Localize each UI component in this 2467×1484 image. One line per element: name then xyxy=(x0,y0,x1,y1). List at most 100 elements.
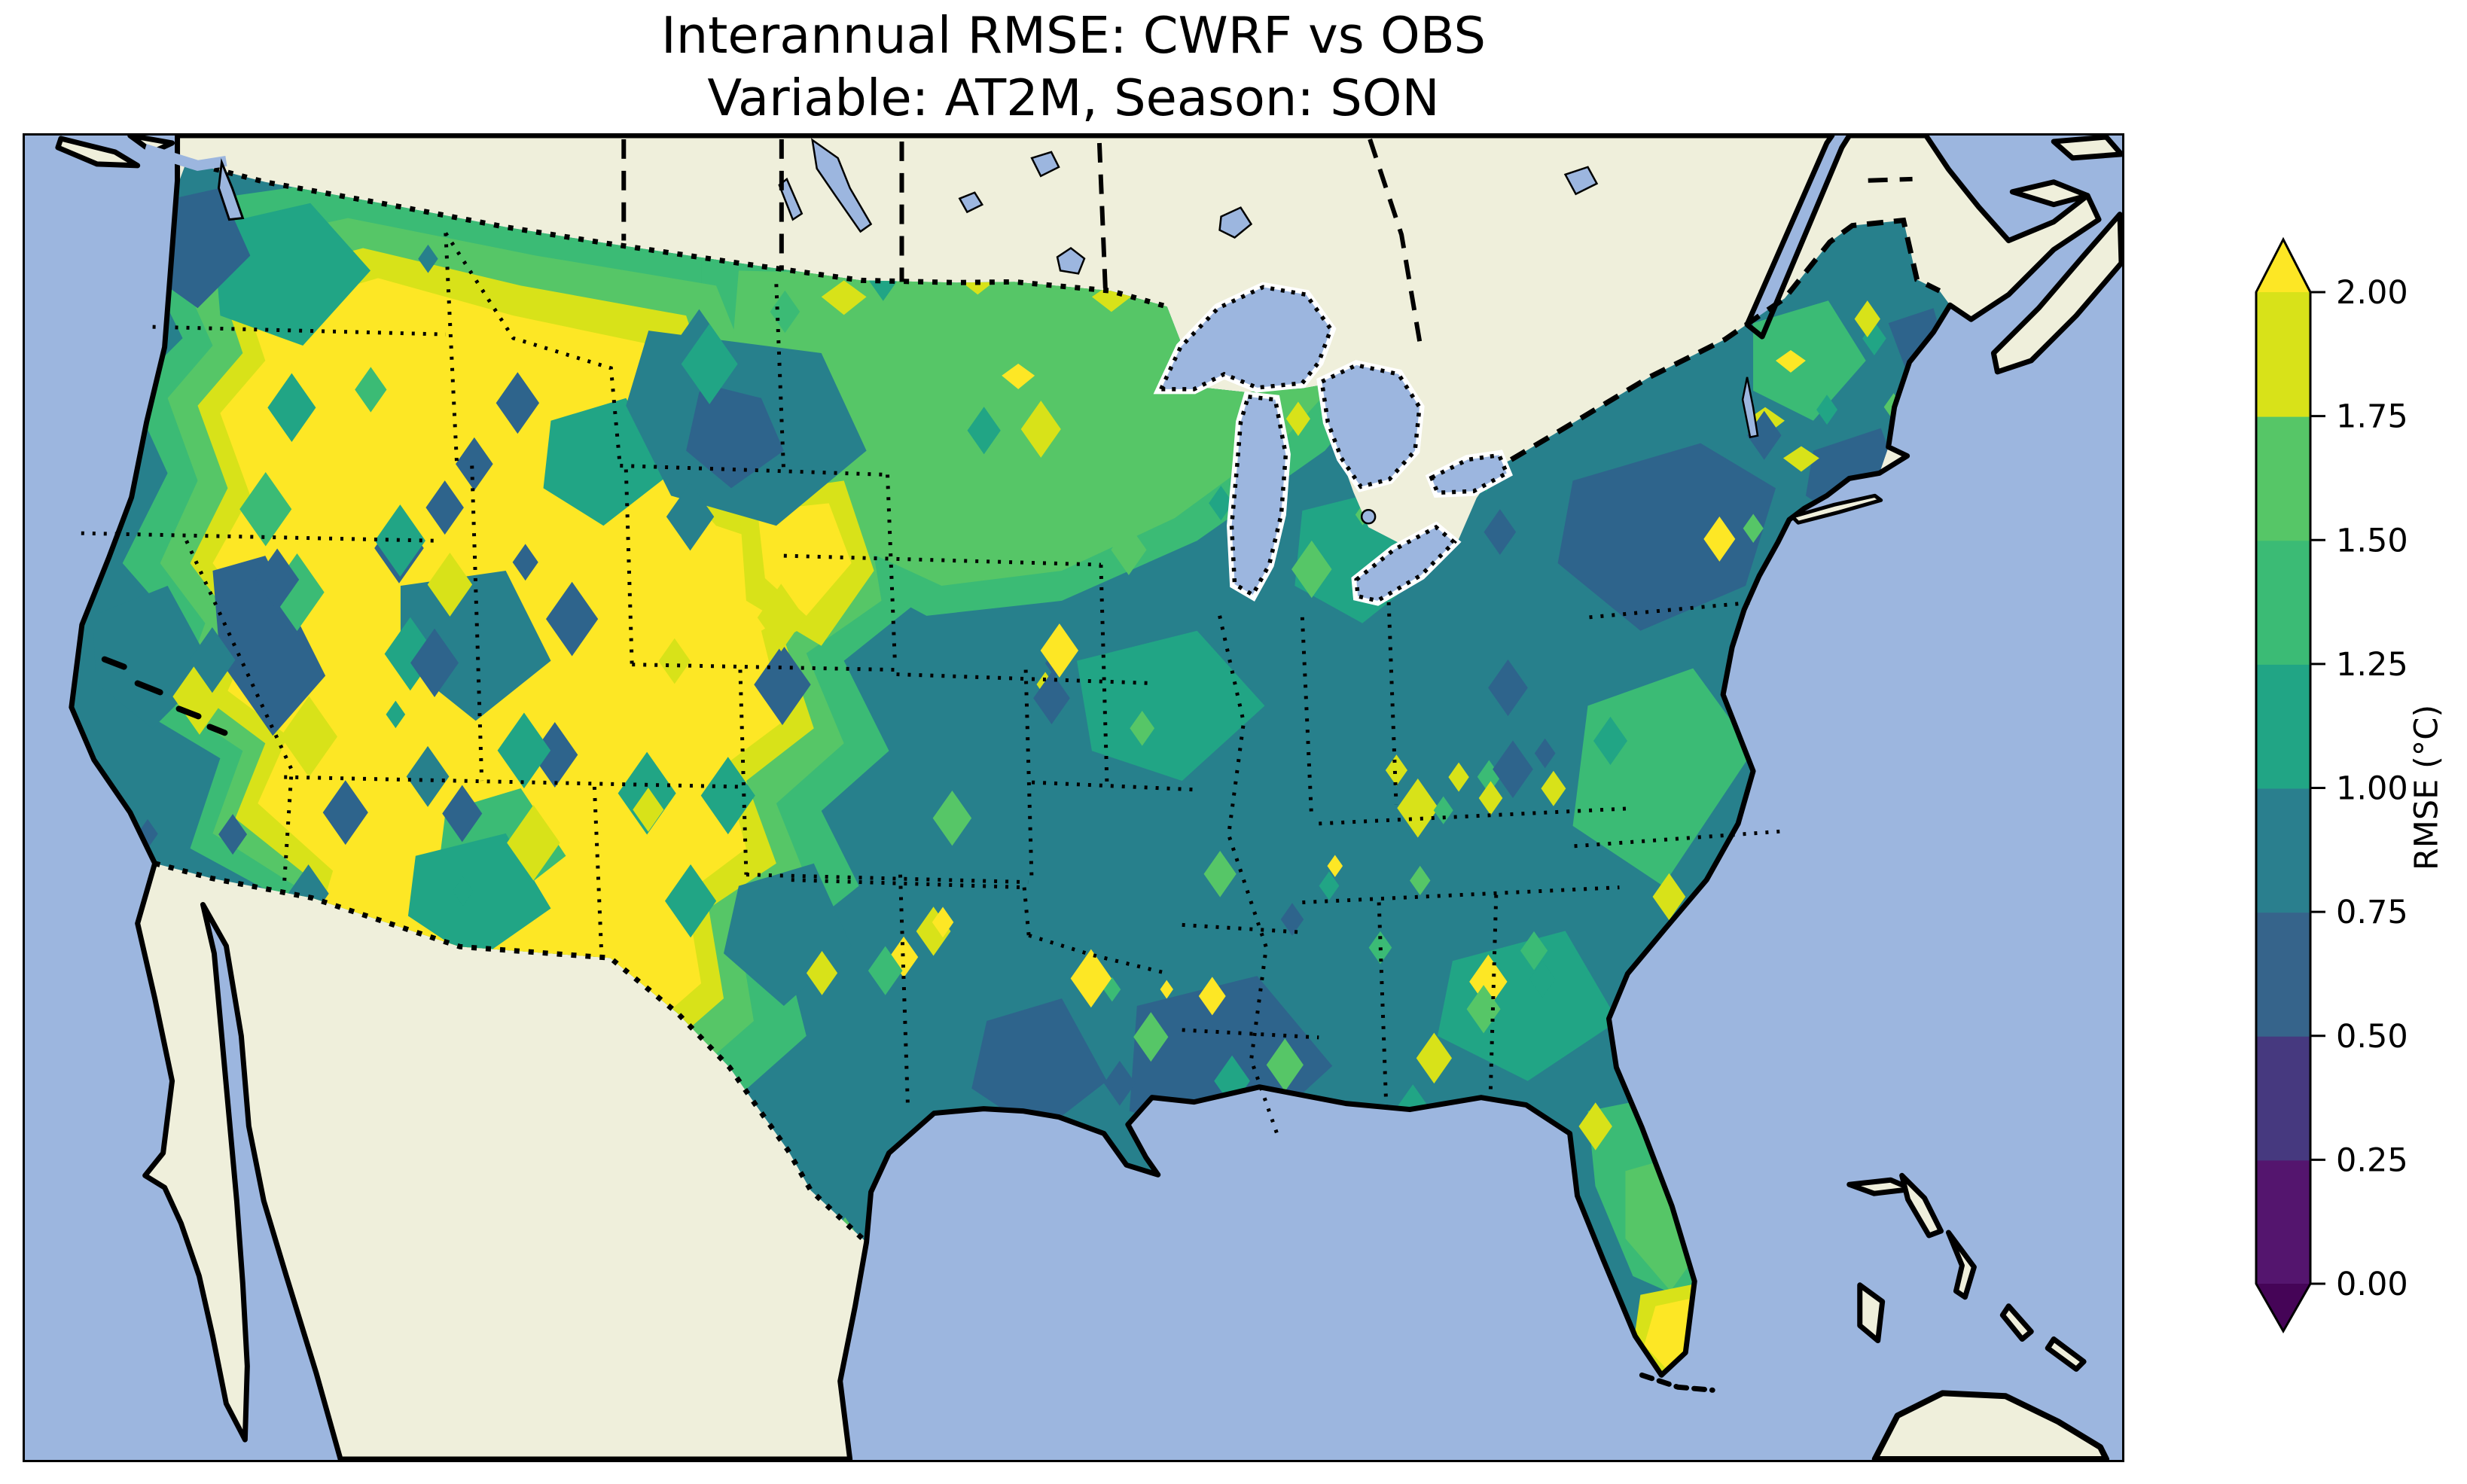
contour-speckle xyxy=(1541,770,1566,806)
us-canada-border-west xyxy=(185,159,1168,309)
contour-speckle xyxy=(868,946,903,995)
contour-speckle xyxy=(1319,871,1340,900)
contour-speckle xyxy=(1416,1032,1453,1084)
contour-speckle xyxy=(1484,509,1517,555)
contour-speckle xyxy=(1478,781,1503,815)
contour-speckle xyxy=(932,790,972,846)
contour-speckle xyxy=(410,628,459,698)
contour-speckle xyxy=(806,951,838,995)
colorbar-segment xyxy=(2256,912,2310,1037)
colorbar-segment xyxy=(2256,663,2310,789)
contour-speckle xyxy=(267,373,316,443)
contour-speckle xyxy=(1703,516,1736,562)
contour-speckle xyxy=(1130,710,1155,746)
international-borders xyxy=(154,139,1941,1245)
colorbar-segment xyxy=(2256,1035,2310,1161)
state-borders xyxy=(81,232,1785,1136)
canada-lakes xyxy=(778,138,1759,525)
contour-speckle xyxy=(1488,659,1528,717)
colorbar-segment xyxy=(2256,416,2310,541)
plot-title: Interannual RMSE: CWRF vs OBS Variable: … xyxy=(23,5,2124,130)
canada-provincial-borders xyxy=(621,139,1913,350)
contour-speckle xyxy=(386,700,406,729)
contour-speckle xyxy=(1070,949,1112,1008)
contour-speckle xyxy=(442,785,483,843)
colorbar-tick-label: 0.50 xyxy=(2336,1018,2408,1056)
contour-speckle xyxy=(916,907,951,956)
map-canvas xyxy=(25,136,2122,1460)
contour-speckle xyxy=(1397,779,1439,838)
colorbar-under-arrow xyxy=(2256,1284,2310,1331)
colorbar-tick-label: 2.00 xyxy=(2336,274,2408,312)
eleuthera xyxy=(1946,1230,1977,1300)
contour-speckle xyxy=(633,788,664,832)
contour-speckle xyxy=(355,367,387,413)
contour-speckle xyxy=(1385,754,1407,786)
contour-speckle xyxy=(666,482,715,551)
colorbar-tick-label: 0.75 xyxy=(2336,894,2408,931)
contour-speckle xyxy=(1493,740,1533,798)
colorbar-tick-label: 0.00 xyxy=(2336,1266,2408,1303)
map-axes xyxy=(23,133,2124,1462)
contour-speckle xyxy=(757,584,805,652)
colorbar-axis-label: RMSE (°C) xyxy=(2408,705,2446,870)
contour-speckle xyxy=(1033,672,1070,724)
plot-title-line1: Interannual RMSE: CWRF vs OBS xyxy=(660,6,1487,65)
us-canada-border-east xyxy=(1509,217,1941,462)
colorbar: RMSE (°C) 2.00 1.75 1.50 1.25 1.00 0.75 0.50 0.… xyxy=(2229,211,2467,1355)
contour-speckle xyxy=(770,290,800,334)
contour-speckle xyxy=(1477,760,1501,794)
contour-speckle xyxy=(967,407,1001,455)
puget-sound xyxy=(143,144,245,221)
contour-speckle xyxy=(1578,1102,1612,1150)
colorbar-canvas: RMSE (°C) 2.00 1.75 1.50 1.25 1.00 0.75 0.50 0.… xyxy=(2255,236,2446,1334)
colorbar-tick-label: 1.50 xyxy=(2336,522,2408,559)
contour-speckle xyxy=(512,544,538,581)
nova-scotia xyxy=(1990,212,2122,375)
contour-speckle xyxy=(681,323,738,404)
colorbar-over-arrow xyxy=(2256,239,2310,292)
contour-speckle xyxy=(425,480,464,535)
colorbar-segment xyxy=(2256,540,2310,665)
colorbar-tick-label: 1.00 xyxy=(2336,770,2408,808)
contour-speckle xyxy=(664,864,717,938)
contour-speckle xyxy=(1433,796,1453,824)
anticosti-island xyxy=(2051,136,2122,161)
contour-speckle xyxy=(932,907,954,938)
contour-speckle xyxy=(1816,395,1838,425)
contour-speckle xyxy=(1203,850,1237,897)
contour-speckle xyxy=(1198,977,1226,1016)
contour-speckle xyxy=(406,745,450,807)
contour-speckle xyxy=(1327,855,1343,877)
colorbar-tick-label: 1.75 xyxy=(2336,398,2408,436)
plot-title-line2: Variable: AT2M, Season: SON xyxy=(707,69,1440,127)
us-mexico-border xyxy=(154,861,868,1245)
abaco xyxy=(1899,1172,1944,1239)
contour-speckle xyxy=(1520,931,1548,971)
florida-keys xyxy=(1639,1372,1715,1393)
contour-speckle xyxy=(1448,762,1469,792)
long-island xyxy=(1790,493,1883,525)
contour-speckle xyxy=(239,471,292,547)
prince-edward-island xyxy=(2009,179,2090,208)
contour-speckle xyxy=(889,936,919,978)
contour-speckle xyxy=(1111,524,1147,575)
vancouver-island xyxy=(55,136,141,169)
contour-speckle xyxy=(1266,1038,1304,1092)
caribbean-islands xyxy=(1846,1172,2110,1460)
colorbar-segment xyxy=(2256,788,2310,913)
long-island-bahamas xyxy=(2045,1336,2087,1372)
colorbar-segment xyxy=(2256,1159,2310,1284)
colorbar-segment xyxy=(2256,292,2310,417)
contour-speckle xyxy=(1652,873,1686,921)
channel-islands xyxy=(101,656,228,736)
cat-island xyxy=(1999,1303,2034,1342)
small-coastal-islands xyxy=(101,656,1715,1393)
colorbar-tick-label: 1.25 xyxy=(2336,646,2408,684)
contour-speckle xyxy=(1529,960,1556,998)
contour-speckle xyxy=(496,372,540,434)
contour-speckle xyxy=(1020,401,1061,458)
maritime-islands xyxy=(55,136,2122,525)
contour-speckle xyxy=(1285,401,1310,437)
